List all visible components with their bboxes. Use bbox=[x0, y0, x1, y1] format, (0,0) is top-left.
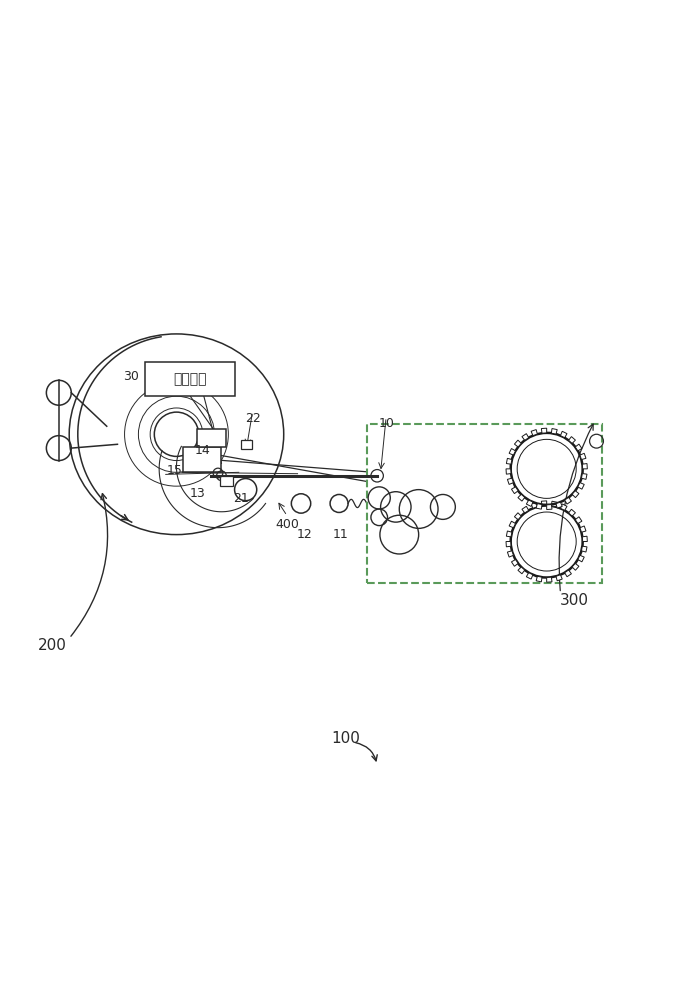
Polygon shape bbox=[569, 437, 576, 443]
Polygon shape bbox=[565, 570, 572, 577]
Polygon shape bbox=[509, 449, 516, 455]
FancyBboxPatch shape bbox=[197, 429, 226, 447]
Polygon shape bbox=[514, 513, 521, 520]
Polygon shape bbox=[518, 494, 525, 501]
Text: 控制机构: 控制机构 bbox=[174, 372, 207, 386]
Text: 11: 11 bbox=[333, 528, 348, 541]
Polygon shape bbox=[522, 434, 529, 440]
Polygon shape bbox=[569, 509, 576, 516]
Polygon shape bbox=[514, 440, 521, 447]
Polygon shape bbox=[575, 444, 582, 451]
Polygon shape bbox=[552, 501, 557, 507]
Polygon shape bbox=[547, 577, 552, 582]
Text: 12: 12 bbox=[297, 528, 312, 541]
FancyBboxPatch shape bbox=[183, 447, 221, 472]
Polygon shape bbox=[511, 560, 518, 566]
Text: 15: 15 bbox=[167, 464, 182, 477]
Polygon shape bbox=[565, 497, 572, 504]
Polygon shape bbox=[507, 458, 512, 464]
Polygon shape bbox=[506, 542, 511, 547]
FancyBboxPatch shape bbox=[241, 440, 252, 449]
Polygon shape bbox=[556, 575, 562, 581]
Polygon shape bbox=[511, 487, 518, 494]
Text: 100: 100 bbox=[331, 731, 361, 746]
Polygon shape bbox=[578, 483, 584, 489]
Polygon shape bbox=[581, 474, 587, 479]
Polygon shape bbox=[536, 504, 542, 509]
Text: 300: 300 bbox=[560, 593, 589, 608]
FancyBboxPatch shape bbox=[145, 362, 235, 396]
Polygon shape bbox=[580, 453, 586, 460]
Polygon shape bbox=[547, 505, 552, 510]
Polygon shape bbox=[578, 555, 584, 562]
Polygon shape bbox=[572, 491, 579, 498]
Polygon shape bbox=[561, 504, 567, 510]
FancyBboxPatch shape bbox=[220, 476, 233, 486]
Polygon shape bbox=[531, 430, 538, 436]
Polygon shape bbox=[518, 567, 525, 574]
Text: 14: 14 bbox=[194, 444, 210, 457]
Polygon shape bbox=[541, 428, 547, 433]
Polygon shape bbox=[583, 536, 588, 542]
Polygon shape bbox=[583, 464, 588, 469]
Polygon shape bbox=[572, 563, 579, 570]
Polygon shape bbox=[536, 576, 542, 582]
Polygon shape bbox=[507, 531, 512, 537]
Polygon shape bbox=[556, 502, 562, 508]
Text: 200: 200 bbox=[37, 638, 66, 653]
Polygon shape bbox=[527, 573, 533, 579]
Text: 30: 30 bbox=[124, 370, 139, 383]
Text: 400: 400 bbox=[275, 518, 299, 531]
Polygon shape bbox=[507, 551, 513, 557]
Text: 10: 10 bbox=[379, 417, 394, 430]
Text: 22: 22 bbox=[245, 412, 260, 425]
Polygon shape bbox=[506, 469, 511, 474]
Polygon shape bbox=[552, 429, 557, 434]
Polygon shape bbox=[561, 431, 567, 438]
Text: 13: 13 bbox=[190, 487, 205, 500]
FancyBboxPatch shape bbox=[367, 424, 602, 583]
Polygon shape bbox=[575, 517, 582, 524]
Polygon shape bbox=[507, 478, 513, 484]
Polygon shape bbox=[527, 500, 533, 506]
Polygon shape bbox=[581, 546, 587, 552]
Polygon shape bbox=[541, 501, 547, 506]
Polygon shape bbox=[509, 521, 516, 528]
Text: 21: 21 bbox=[233, 492, 248, 505]
Polygon shape bbox=[580, 526, 586, 532]
Polygon shape bbox=[522, 506, 529, 513]
Polygon shape bbox=[531, 502, 538, 508]
